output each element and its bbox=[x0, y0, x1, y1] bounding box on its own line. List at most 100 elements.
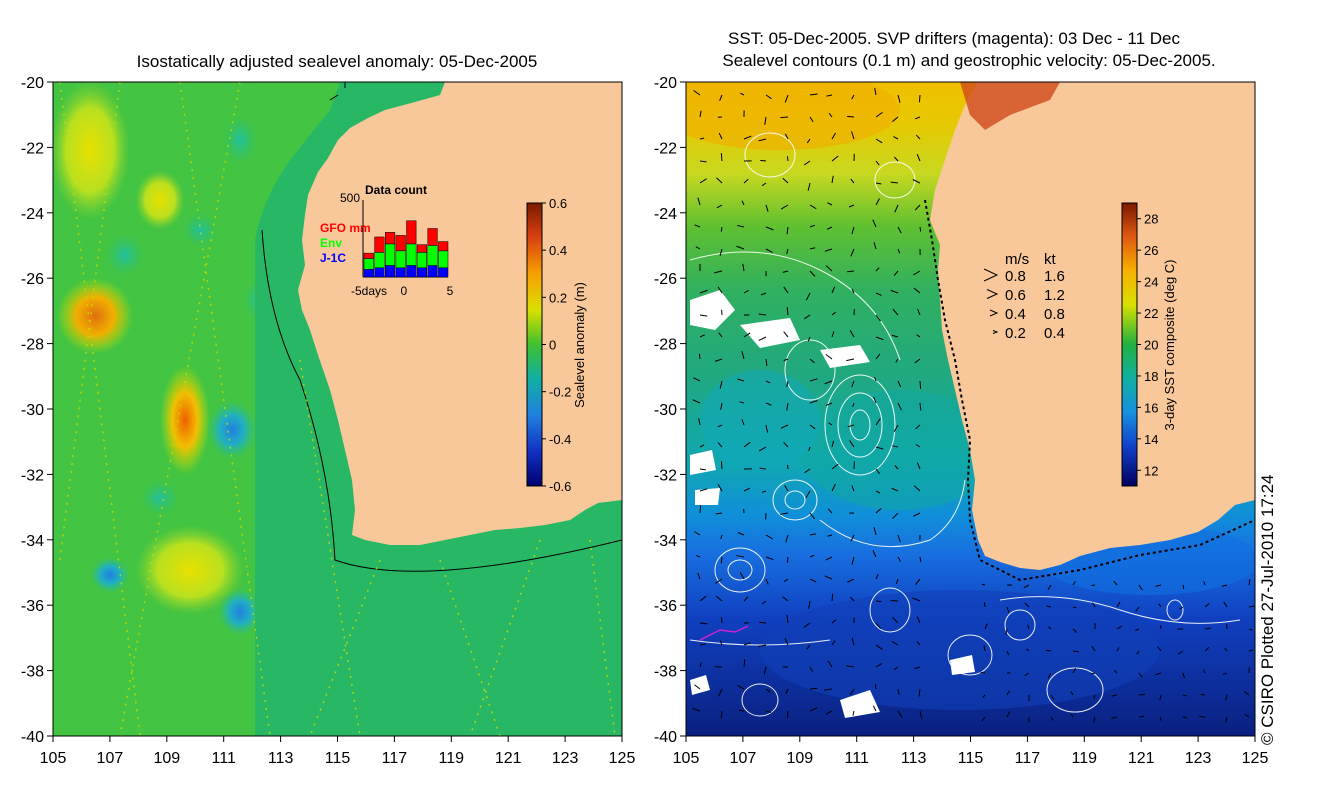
velocity-arrow bbox=[765, 688, 771, 693]
velocity-arrow bbox=[874, 88, 877, 96]
velocity-arrow bbox=[740, 92, 745, 96]
inset-bar-gfo bbox=[416, 244, 427, 253]
left-ytick-label: -24 bbox=[21, 206, 44, 223]
inset-bar-env bbox=[363, 258, 374, 270]
velocity-arrow bbox=[786, 226, 789, 235]
velocity-arrow bbox=[831, 440, 835, 448]
velocity-arrow bbox=[897, 688, 900, 695]
velocity-arrow bbox=[850, 248, 855, 257]
velocity-arrow bbox=[765, 402, 772, 406]
velocity-arrow bbox=[1225, 716, 1228, 723]
speed-legend-ms: 0.2 bbox=[1005, 325, 1026, 342]
inset-bar-gfo bbox=[406, 220, 417, 245]
velocity-arrow bbox=[1157, 646, 1162, 652]
velocity-arrow bbox=[737, 378, 745, 382]
velocity-arrow bbox=[782, 596, 789, 602]
velocity-arrow bbox=[824, 688, 833, 691]
velocity-arrow bbox=[913, 485, 921, 492]
velocity-arrow bbox=[809, 424, 816, 430]
inset-bar-env bbox=[416, 252, 427, 269]
velocity-arrow bbox=[780, 116, 789, 119]
leeuwin-current-arrows bbox=[924, 199, 1255, 582]
velocity-arrow bbox=[743, 135, 752, 140]
velocity-arrow bbox=[699, 643, 706, 646]
velocity-arrow bbox=[809, 204, 817, 210]
velocity-arrow bbox=[718, 132, 723, 140]
velocity-arrow bbox=[694, 224, 701, 228]
velocity-arrow bbox=[875, 314, 881, 322]
velocity-arrow bbox=[890, 181, 899, 184]
velocity-arrow bbox=[831, 483, 836, 492]
left-ytick-label: -20 bbox=[21, 75, 44, 92]
velocity-arrow bbox=[893, 424, 899, 432]
velocity-arrow bbox=[849, 688, 855, 696]
right-xtick-label: 119 bbox=[1072, 750, 1098, 767]
right-ytick-label: -36 bbox=[654, 598, 677, 615]
velocity-arrow bbox=[809, 270, 816, 277]
velocity-arrow bbox=[765, 204, 769, 212]
velocity-arrow bbox=[699, 137, 705, 140]
velocity-arrow bbox=[1138, 672, 1143, 678]
velocity-arrow bbox=[917, 308, 921, 316]
velocity-arrow bbox=[892, 616, 899, 624]
velocity-arrow bbox=[786, 248, 789, 255]
velocity-arrow bbox=[716, 204, 723, 209]
velocity-arrow bbox=[758, 446, 767, 452]
velocity-arrow bbox=[720, 226, 723, 232]
velocity-arrow bbox=[827, 202, 833, 206]
left-ytick-label: -32 bbox=[21, 467, 44, 484]
velocity-arrow bbox=[1135, 628, 1140, 632]
right-ytick-label: -20 bbox=[654, 75, 677, 92]
velocity-arrow bbox=[785, 688, 789, 695]
velocity-arrow bbox=[737, 685, 745, 690]
velocity-arrow bbox=[804, 468, 811, 474]
velocity-arrow bbox=[1136, 650, 1140, 655]
velocity-arrow bbox=[831, 331, 835, 338]
velocity-arrow bbox=[875, 182, 882, 185]
velocity-arrow bbox=[875, 138, 883, 144]
axes: -20 -22 -24 -26 -28 -30 -32 -34 -36 -38 -40 105 107 1… bbox=[21, 75, 1269, 767]
velocity-arrow bbox=[851, 556, 855, 565]
velocity-arrow bbox=[699, 488, 708, 492]
velocity-arrow bbox=[851, 380, 855, 388]
speed-legend-ms: 0.4 bbox=[1005, 306, 1026, 323]
velocity-arrow bbox=[915, 444, 921, 448]
velocity-arrow bbox=[892, 445, 899, 448]
velocity-arrow bbox=[803, 160, 811, 166]
velocity-arrow bbox=[784, 133, 789, 140]
velocity-arrow bbox=[914, 116, 921, 120]
velocity-arrow bbox=[851, 637, 855, 646]
velocity-arrow bbox=[786, 380, 789, 387]
velocity-arrow bbox=[916, 616, 921, 624]
velocity-arrow bbox=[805, 490, 811, 499]
velocity-arrow bbox=[850, 596, 855, 602]
velocity-arrow bbox=[1138, 584, 1143, 591]
velocity-arrow bbox=[874, 684, 877, 690]
velocity-arrow bbox=[1024, 602, 1030, 608]
velocity-arrow bbox=[715, 595, 723, 602]
velocity-arrow bbox=[698, 353, 701, 360]
right-xtick-label: 105 bbox=[673, 750, 700, 767]
velocity-arrow bbox=[875, 353, 881, 360]
velocity-arrow bbox=[743, 642, 751, 646]
inset-bar-env bbox=[374, 252, 385, 269]
right-ytick-label: -34 bbox=[654, 533, 677, 550]
velocity-arrow bbox=[737, 224, 745, 228]
velocity-arrow bbox=[699, 334, 705, 338]
sst-colorbar-tick-label: 24 bbox=[1144, 275, 1158, 290]
velocity-arrow bbox=[1090, 672, 1096, 675]
right-ytick-label: -32 bbox=[654, 467, 677, 484]
right-xtick-label: 111 bbox=[845, 750, 869, 767]
velocity-arrow bbox=[913, 270, 921, 276]
speed-legend: m/s kt 0.8 1.6 0.6 1.2 0.4 0.8 0.2 0.4 bbox=[983, 251, 1065, 342]
velocity-arrow bbox=[981, 716, 986, 722]
speed-legend-header-kt: kt bbox=[1044, 251, 1057, 268]
velocity-arrow bbox=[1222, 672, 1228, 675]
velocity-arrow bbox=[1023, 584, 1030, 589]
velocity-arrow bbox=[717, 442, 723, 448]
velocity-arrow bbox=[893, 270, 899, 276]
velocity-arrow bbox=[698, 418, 701, 426]
velocity-arrow bbox=[914, 358, 921, 364]
inset-ymax: 500 bbox=[340, 191, 360, 205]
